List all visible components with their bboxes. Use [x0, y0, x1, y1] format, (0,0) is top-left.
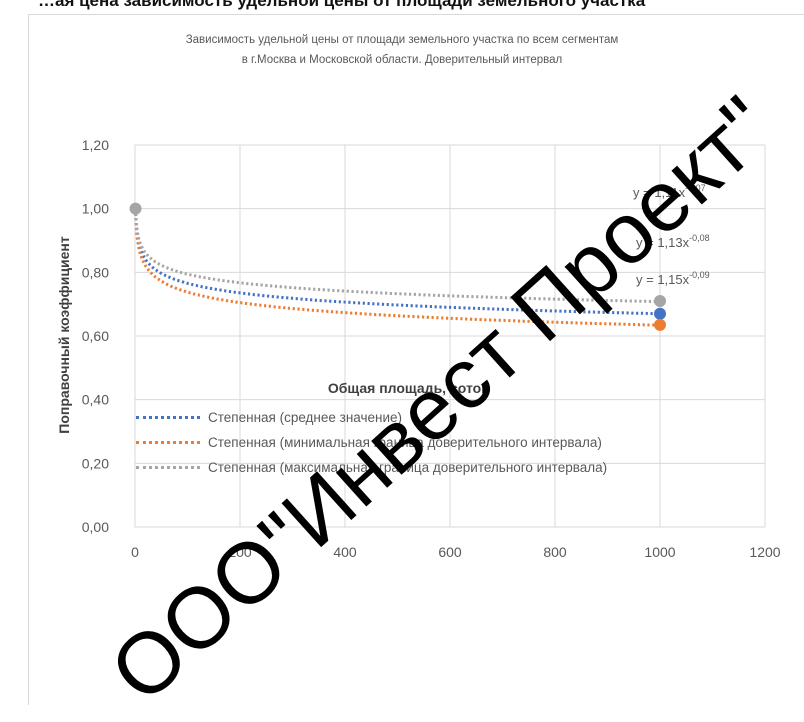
legend-label: Степенная (среднее значение)	[208, 410, 403, 425]
x-tick-label: 400	[333, 544, 357, 560]
plot-area: 0,00 0,20 0,40 0,60 0,80 1,00 1,20 0 200 400 600 80…	[82, 137, 781, 560]
legend-swatch	[136, 441, 200, 444]
data-point	[654, 294, 666, 307]
y-tick-label: 0,20	[82, 455, 109, 471]
trendline-series-2	[134, 208, 661, 327]
chart-title-line-1: Зависимость удельной цены от площади зем…	[185, 34, 619, 46]
y-tick-label: 1,00	[82, 201, 109, 217]
x-tick-label: 200	[228, 544, 252, 560]
y-tick-label: 0,00	[82, 519, 109, 535]
cropped-top-heading: …ая цена зависимость удельной цены от пл…	[38, 0, 646, 10]
x-tick-label: 600	[438, 544, 462, 560]
legend-label: Степенная (минимальная граница доверител…	[208, 435, 602, 450]
trendline-series-1	[134, 208, 661, 316]
x-tick-label: 800	[543, 544, 567, 560]
legend-item: Степенная (максимальная граница доверите…	[136, 455, 607, 480]
y-tick-label: 0,80	[82, 264, 109, 280]
chart-title-line-2: в г.Москва и Московской области. Доверит…	[241, 54, 563, 66]
legend-swatch	[136, 466, 200, 469]
legend: Степенная (среднее значение) Степенная (…	[136, 405, 607, 480]
y-tick-label: 0,60	[82, 328, 109, 344]
trendline-equation: y = 1,13x-0,08	[636, 233, 710, 250]
x-tick-label: 1200	[749, 544, 780, 560]
y-axis-label: Поправочный коэффициент	[56, 236, 72, 434]
legend-label: Степенная (максимальная граница доверите…	[208, 460, 608, 475]
trendline-series-3	[134, 208, 660, 304]
legend-item: Степенная (минимальная граница доверител…	[136, 430, 607, 455]
legend-item: Степенная (среднее значение)	[136, 405, 607, 430]
trendline-equation: y = 1,11x-0,07	[633, 183, 706, 200]
x-tick-label: 0	[131, 544, 139, 560]
chart-frame	[28, 14, 804, 705]
y-tick-label: 1,20	[82, 137, 109, 153]
x-axis-label: Общая площадь, соток	[327, 380, 489, 396]
x-tick-label: 1000	[644, 544, 675, 560]
data-point	[654, 318, 666, 331]
legend-swatch	[136, 416, 200, 419]
trendline-equation: y = 1,15x-0,09	[636, 270, 710, 287]
y-tick-label: 0,40	[82, 392, 109, 408]
data-point	[129, 202, 142, 215]
data-point	[654, 307, 666, 320]
chart-title: Зависимость удельной цены от площади зем…	[0, 30, 804, 70]
